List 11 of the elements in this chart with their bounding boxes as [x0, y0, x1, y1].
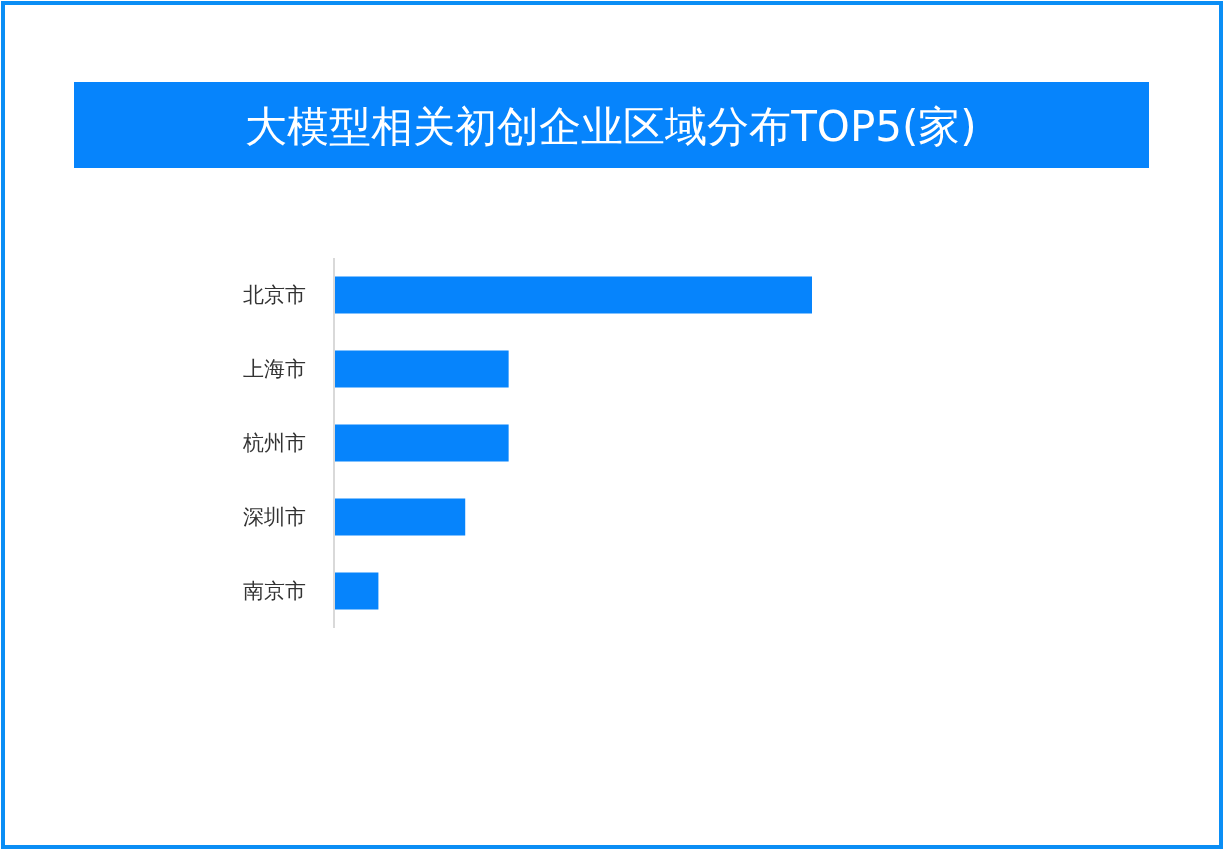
- bar: [335, 424, 509, 462]
- y-tick-label: 北京市: [243, 283, 306, 307]
- y-tick-label: 深圳市: [243, 505, 306, 529]
- chart-title: 大模型相关初创企业区域分布TOP5(家): [245, 101, 977, 151]
- bar: [335, 350, 509, 388]
- bar: [335, 276, 812, 314]
- bar: [335, 498, 466, 536]
- y-tick-label: 杭州市: [242, 431, 306, 455]
- bar: [335, 572, 379, 610]
- y-tick-label: 上海市: [243, 357, 306, 381]
- y-tick-label: 南京市: [243, 579, 306, 603]
